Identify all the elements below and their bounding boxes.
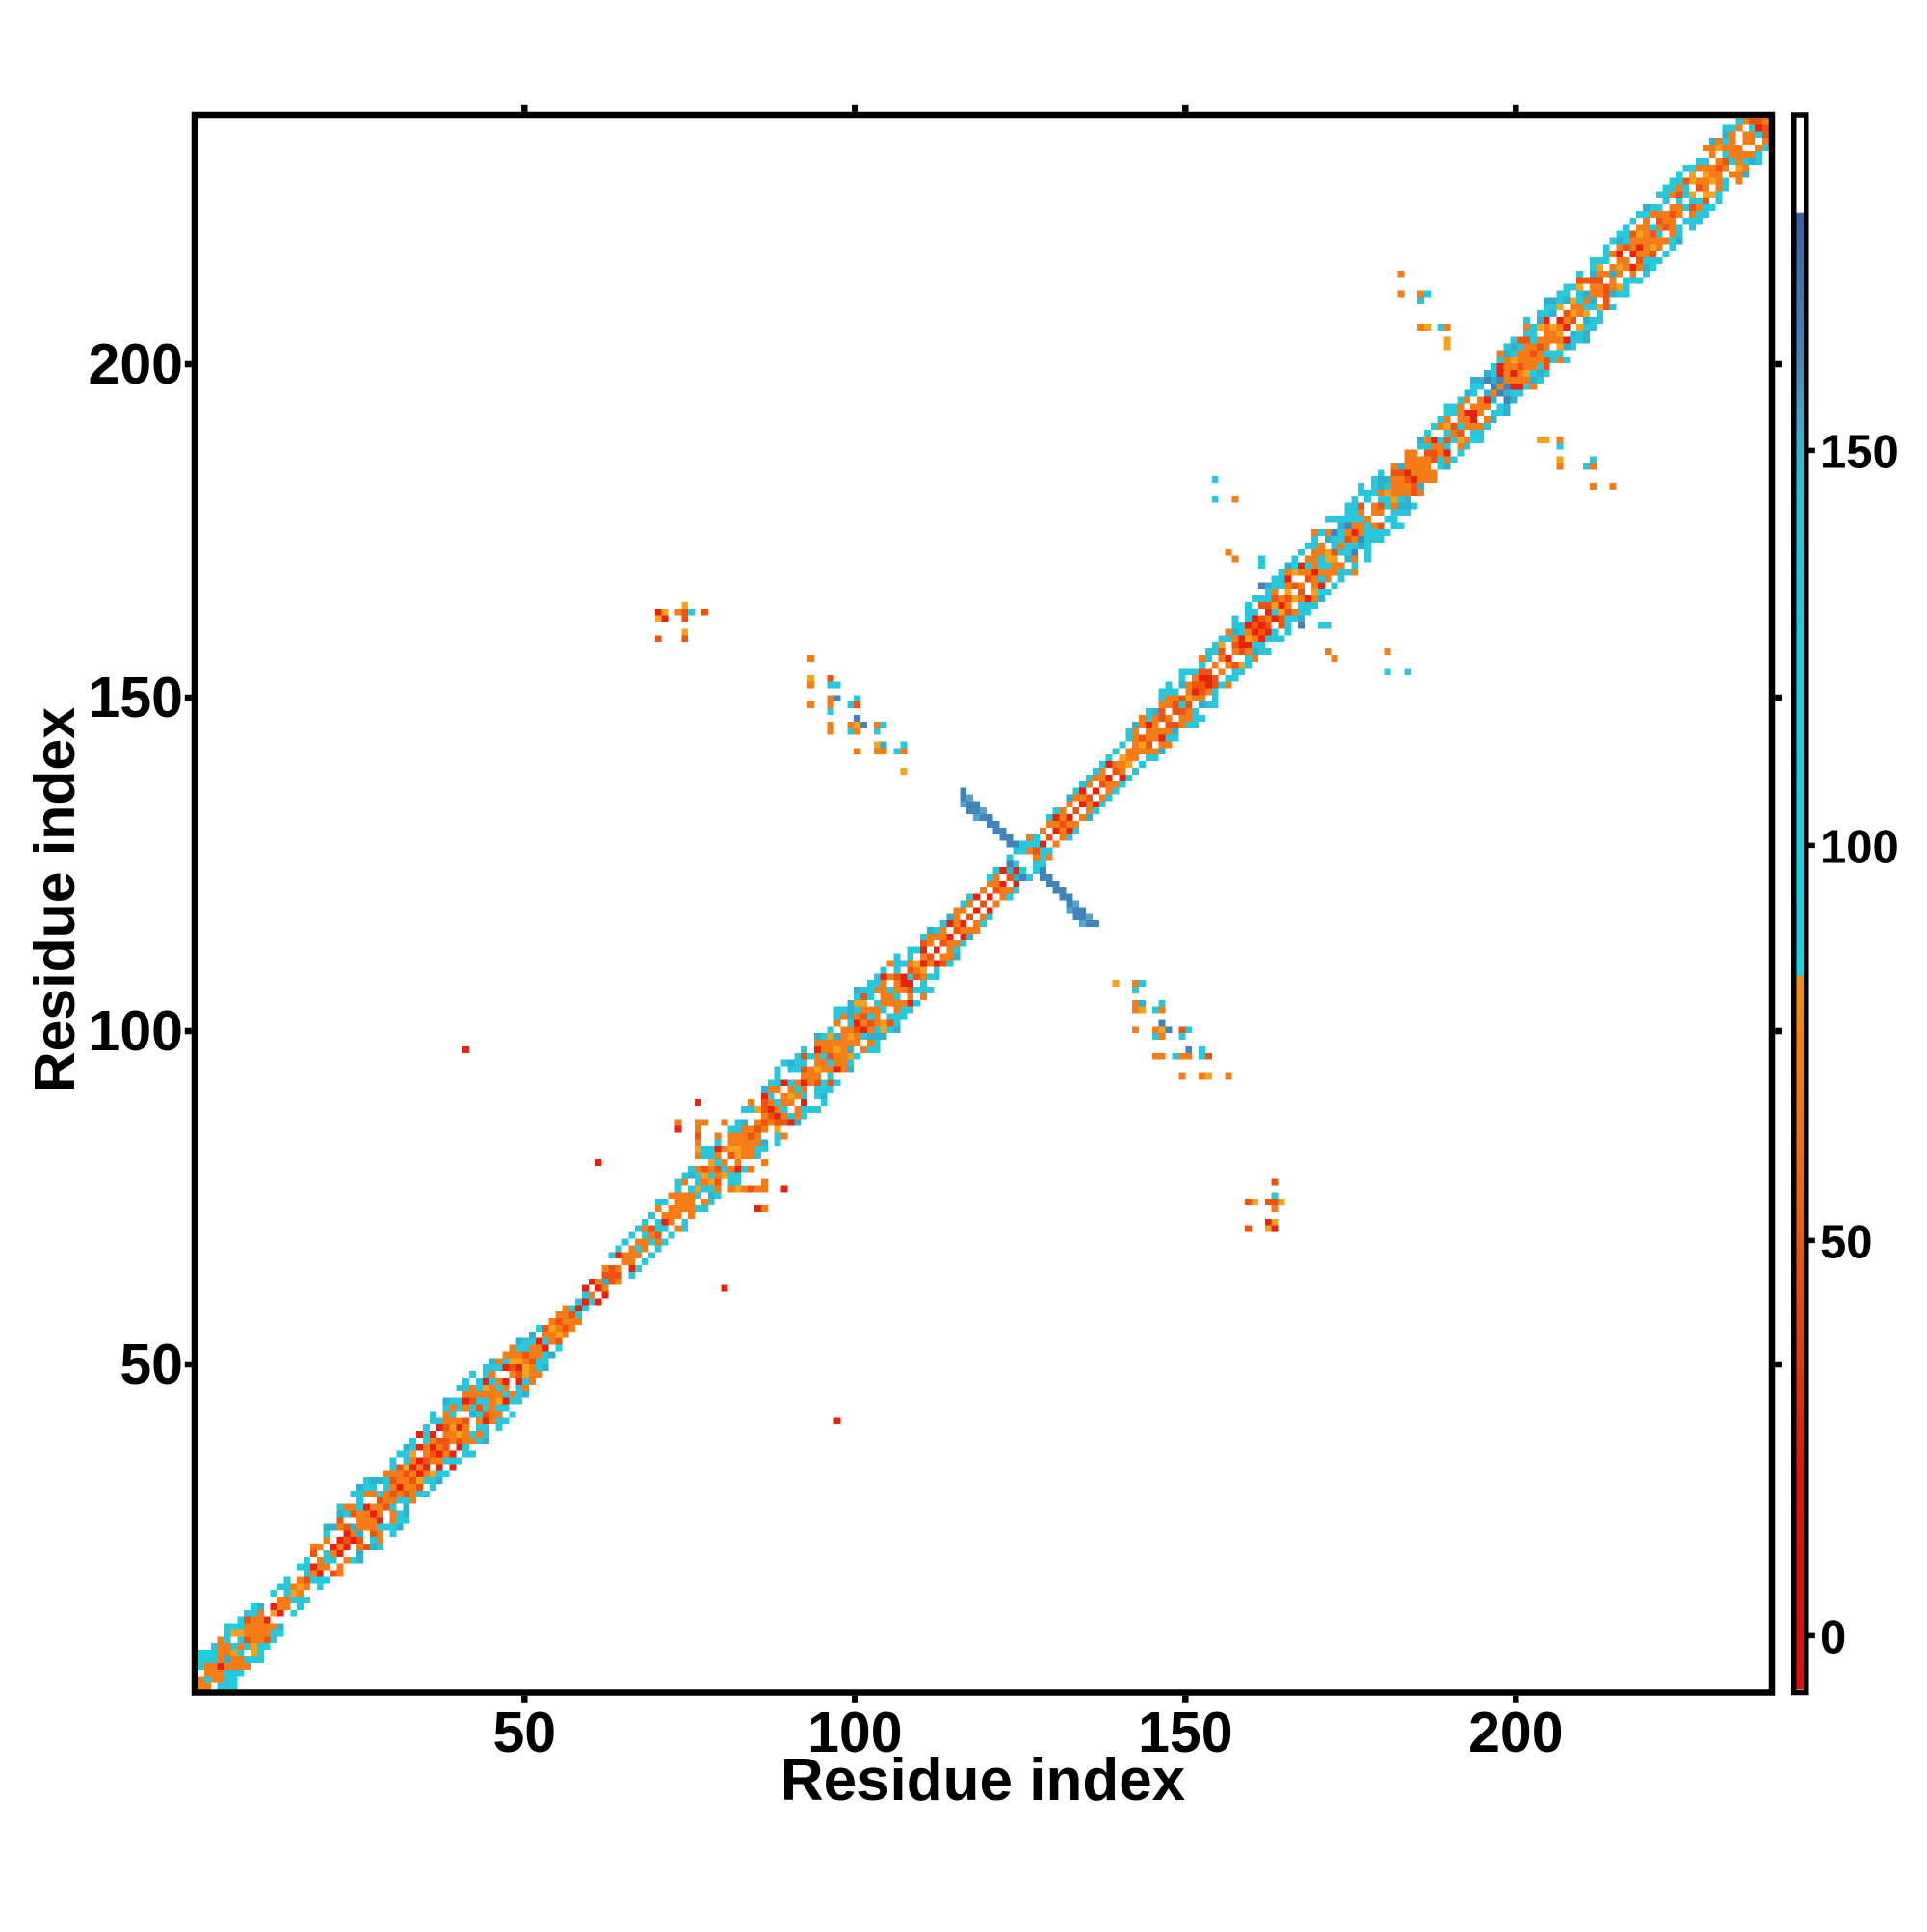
svg-text:50: 50 bbox=[1820, 1216, 1873, 1268]
svg-text:100: 100 bbox=[1820, 821, 1899, 873]
svg-text:50: 50 bbox=[119, 1333, 183, 1396]
svg-text:100: 100 bbox=[89, 999, 183, 1063]
svg-text:200: 200 bbox=[1468, 1701, 1563, 1764]
svg-text:50: 50 bbox=[492, 1701, 556, 1764]
svg-text:150: 150 bbox=[1820, 426, 1899, 478]
svg-text:Residue index: Residue index bbox=[780, 1747, 1186, 1813]
svg-text:100: 100 bbox=[807, 1701, 902, 1764]
svg-text:150: 150 bbox=[1138, 1701, 1232, 1764]
svg-text:Residue index: Residue index bbox=[23, 707, 87, 1093]
svg-text:150: 150 bbox=[89, 666, 183, 729]
svg-text:200: 200 bbox=[89, 332, 183, 396]
svg-text:0: 0 bbox=[1820, 1611, 1846, 1663]
